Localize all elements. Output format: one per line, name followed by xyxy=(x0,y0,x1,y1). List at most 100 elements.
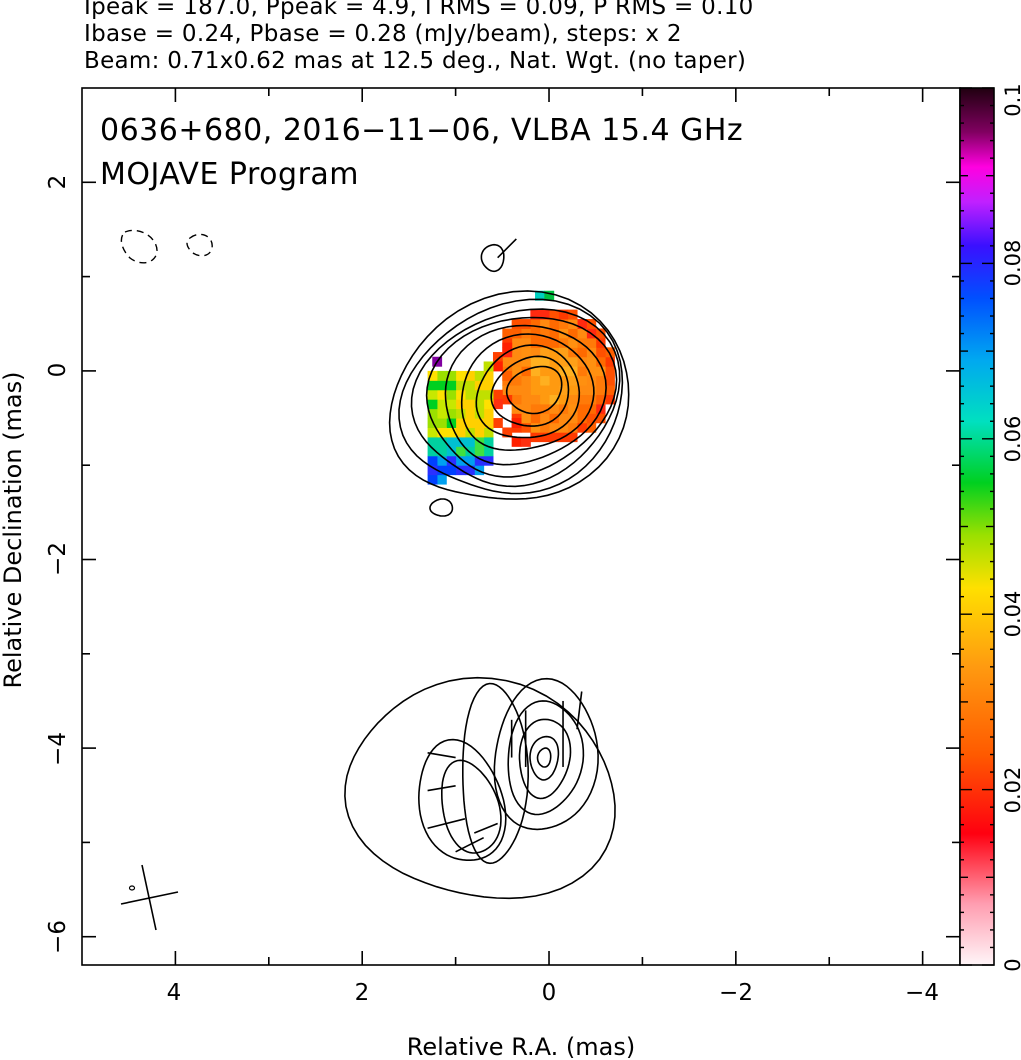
polarization-pixel xyxy=(567,347,578,358)
x-tick-label: 2 xyxy=(355,980,370,1006)
polarization-pixel xyxy=(530,337,541,348)
polarization-pixel xyxy=(464,399,475,410)
polarization-pixel xyxy=(530,328,541,339)
polarization-vectors xyxy=(427,238,583,853)
polarization-pixel xyxy=(474,446,485,457)
polarization-pixel xyxy=(595,385,606,395)
polarization-pixel xyxy=(502,356,513,367)
polarization-pixel xyxy=(492,389,503,400)
polarization-pixel xyxy=(446,465,457,476)
polarization-pixel xyxy=(464,436,475,447)
polarization-pixel xyxy=(595,328,606,339)
y-tick-label: 0 xyxy=(45,363,71,378)
polarization-pixel xyxy=(567,432,578,443)
colorbar-tick-label: 0.02 xyxy=(1001,767,1021,814)
core-contour xyxy=(444,324,607,466)
polarization-pixel xyxy=(446,389,457,400)
polarization-pixel xyxy=(567,375,578,386)
evpa-vector xyxy=(473,822,498,834)
polarization-pixel xyxy=(464,465,475,476)
polarization-pixel xyxy=(605,385,615,395)
polarization-pixel xyxy=(595,366,606,377)
polarization-pixel xyxy=(539,309,550,320)
polarization-pixel xyxy=(586,366,597,377)
intensity-contours xyxy=(344,243,630,900)
colorbar-tick-label: 0.06 xyxy=(1001,416,1021,463)
polarization-pixel xyxy=(474,370,485,381)
colorbar-tick-label: 0.08 xyxy=(1001,240,1021,287)
polarization-pixel xyxy=(502,394,513,405)
polarization-pixel xyxy=(530,422,541,433)
polarization-pixel xyxy=(446,455,457,466)
polarization-pixel xyxy=(492,352,503,362)
polarization-pixel xyxy=(521,436,531,447)
x-tick-label: −4 xyxy=(905,980,939,1006)
polarization-pixel xyxy=(577,319,587,329)
header-line-2: Ibase = 0.24, Pbase = 0.28 (mJy/beam), s… xyxy=(84,21,682,47)
polarization-pixel xyxy=(511,366,522,377)
polarization-pixel xyxy=(455,446,466,457)
polarization-pixel xyxy=(483,399,494,410)
polarization-pixel xyxy=(549,356,559,367)
polarization-pixel xyxy=(427,380,438,391)
polarization-pixel xyxy=(446,446,457,457)
polarization-pixel xyxy=(549,422,559,433)
polarization-pixel xyxy=(595,394,606,405)
polarization-pixel xyxy=(483,427,494,438)
polarization-pixel xyxy=(521,385,531,395)
polarization-pixel xyxy=(474,389,485,400)
polarization-pixel xyxy=(539,375,550,386)
noise-contour xyxy=(120,229,158,264)
evpa-vector xyxy=(427,785,456,792)
polarization-pixel xyxy=(549,385,559,395)
x-tick-label: −2 xyxy=(719,980,753,1006)
y-tick-labels: 2 0 −2 −4 −6 xyxy=(45,175,71,954)
polarization-pixel xyxy=(436,436,447,447)
polarization-pixel xyxy=(483,370,494,381)
polarization-pixel xyxy=(539,432,550,443)
core-contour xyxy=(480,243,505,273)
polarization-pixel xyxy=(577,356,587,367)
polarization-pixel xyxy=(455,399,466,410)
polarization-pixel xyxy=(530,347,541,358)
polarization-pixel xyxy=(474,418,485,428)
x-axis-label: Relative R.A. (mas) xyxy=(407,1033,635,1060)
polarization-pixel xyxy=(455,427,466,438)
polarization-pixel xyxy=(492,361,503,372)
polarization-pixel xyxy=(595,337,606,348)
polarization-pixel xyxy=(446,380,457,391)
restoring-beam xyxy=(120,864,179,931)
polarization-pixel xyxy=(464,370,475,381)
polarization-pixel xyxy=(483,446,494,457)
evpa-vector xyxy=(427,752,456,759)
polarization-pixel xyxy=(558,375,569,386)
polarization-pixel xyxy=(436,418,447,428)
polarization-pixel xyxy=(511,436,522,447)
southern-contour xyxy=(536,747,552,768)
polarization-pixel xyxy=(605,356,615,367)
polarization-pixel xyxy=(577,385,587,395)
polarization-pixel xyxy=(502,427,513,438)
polarization-pixel xyxy=(549,375,559,386)
polarization-pixel xyxy=(427,427,438,438)
polarization-pixel xyxy=(567,356,578,367)
core-contour xyxy=(475,344,581,439)
polarization-pixel xyxy=(455,418,466,428)
polarization-pixel xyxy=(502,370,513,381)
beam-minor-axis xyxy=(120,891,179,905)
x-tick-label: 0 xyxy=(542,980,557,1006)
polarization-pixel xyxy=(549,309,559,320)
polarization-pixel xyxy=(436,370,447,381)
polarization-pixel xyxy=(427,446,438,457)
noise-contour xyxy=(186,233,213,257)
polarization-pixel xyxy=(427,389,438,400)
y-tick-label: −6 xyxy=(45,920,71,954)
polarization-pixel xyxy=(605,347,615,358)
polarization-pixel xyxy=(427,399,438,410)
polarization-pixel xyxy=(567,385,578,395)
polarization-pixel xyxy=(558,356,569,367)
colorbar-tick-label: 0 xyxy=(1001,958,1021,971)
colorbar-ticks xyxy=(960,87,994,966)
chart-subtitle: MOJAVE Program xyxy=(100,157,359,192)
polarization-pixel xyxy=(446,399,457,410)
